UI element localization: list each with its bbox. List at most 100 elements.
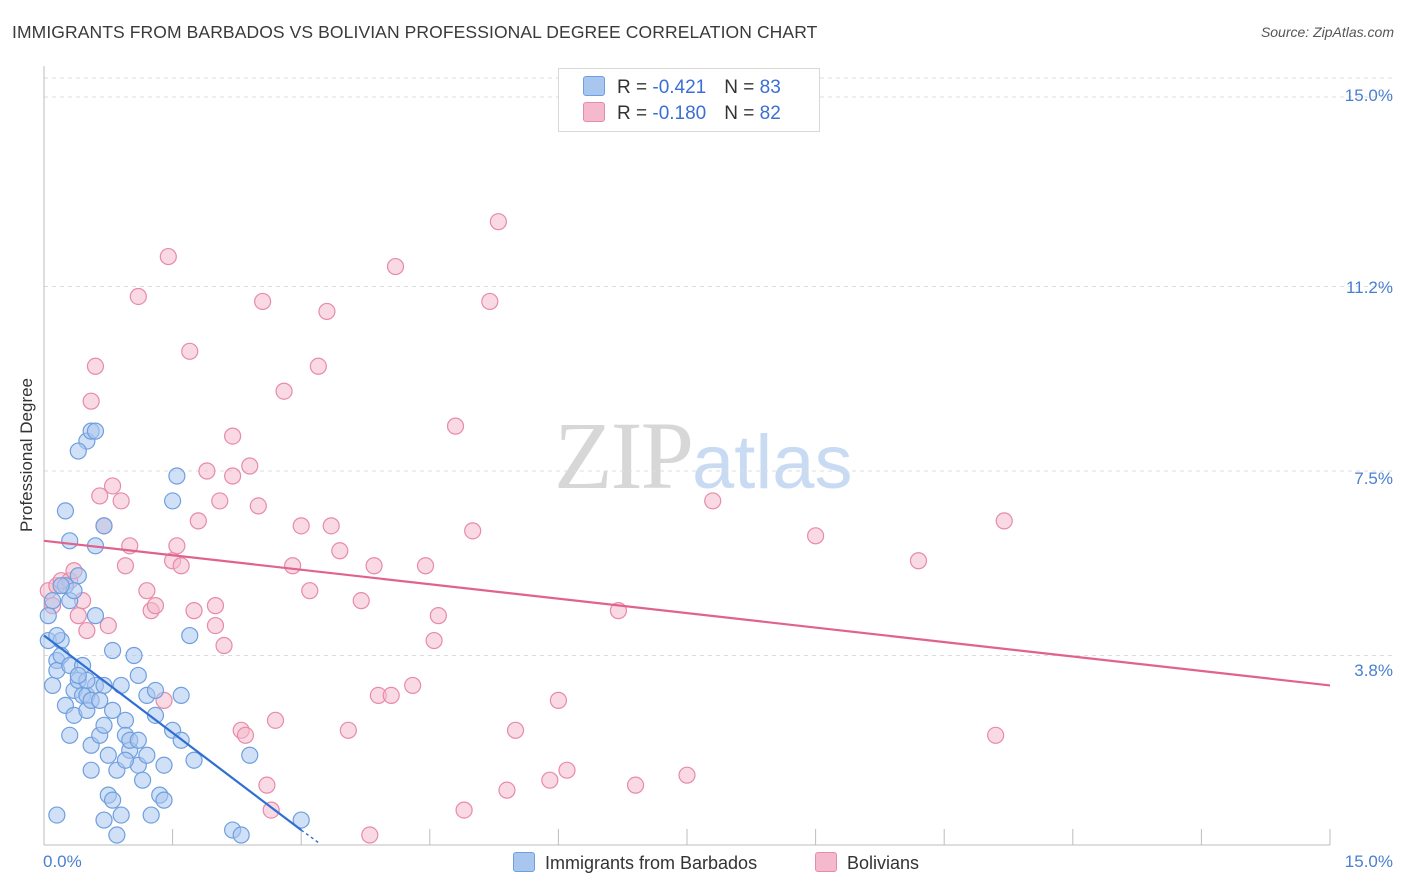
data-point-barbados [61, 726, 79, 744]
data-point-bolivians [806, 527, 825, 545]
y-tick-label: 15.0% [1344, 86, 1393, 105]
data-point-bolivians [909, 552, 928, 570]
data-point-barbados [82, 761, 100, 779]
data-point-bolivians [455, 801, 473, 819]
data-point-bolivians [284, 557, 302, 575]
legend-swatch-blue [583, 76, 605, 96]
data-point-bolivians [206, 616, 225, 635]
source-label: Source: ZipAtlas.com [1260, 24, 1394, 40]
data-point-bolivians [331, 542, 349, 560]
data-point-bolivians [489, 213, 507, 231]
legend-swatch-pink [815, 852, 837, 872]
data-point-bolivians [236, 726, 255, 744]
data-point-bolivians [361, 826, 379, 844]
data-point-barbados [99, 746, 117, 764]
data-point-bolivians [301, 582, 319, 600]
y-tick-label: 7.5% [1354, 469, 1393, 488]
legend-label: Bolivians [847, 853, 920, 873]
data-point-barbados [48, 626, 66, 645]
data-point-bolivians [112, 492, 130, 510]
data-point-bolivians [91, 487, 109, 505]
data-point-bolivians [262, 801, 280, 819]
data-point-bolivians [275, 382, 293, 400]
data-point-bolivians [541, 771, 559, 789]
data-point-barbados [103, 641, 122, 660]
data-point-bolivians [318, 302, 336, 321]
data-point-barbados [69, 442, 87, 460]
data-point-bolivians [558, 761, 576, 779]
data-point-bolivians [206, 597, 225, 615]
data-point-bolivians [678, 766, 696, 784]
data-point-barbados [232, 826, 250, 844]
data-point-bolivians [429, 607, 447, 625]
watermark: ZIPatlas [554, 400, 853, 511]
data-point-bolivians [498, 781, 516, 799]
watermark-atlas: atlas [692, 420, 853, 505]
data-point-bolivians [146, 597, 165, 615]
data-point-bolivians [266, 711, 285, 729]
data-point-barbados [69, 567, 87, 585]
data-point-barbados [129, 666, 147, 685]
data-point-bolivians [86, 357, 105, 375]
data-point-bolivians [292, 517, 310, 535]
legend-swatch-pink [583, 102, 605, 122]
trend-line-bolivians [43, 539, 1331, 687]
data-point-barbados [164, 492, 182, 510]
data-point-barbados [103, 701, 122, 719]
data-point-barbados [108, 826, 126, 844]
data-point-barbados [91, 691, 109, 709]
data-point-bolivians [309, 357, 327, 375]
data-point-bolivians [215, 636, 233, 655]
data-point-bolivians [995, 512, 1013, 530]
data-point-bolivians [168, 537, 186, 555]
data-point-barbados [52, 577, 70, 595]
data-point-bolivians [82, 392, 100, 410]
trend-line-extension [300, 829, 319, 844]
data-point-bolivians [322, 517, 340, 535]
data-point-bolivians [987, 726, 1005, 744]
data-point-bolivians [99, 616, 117, 635]
data-point-barbados [146, 706, 165, 724]
data-point-barbados [155, 756, 173, 774]
x-tick-label: 15.0% [1344, 852, 1393, 871]
data-point-bolivians [506, 721, 525, 739]
data-point-bolivians [549, 691, 568, 709]
data-point-bolivians [339, 721, 357, 739]
watermark-zip: ZIP [554, 402, 694, 509]
data-point-bolivians [224, 427, 242, 445]
data-point-bolivians [386, 257, 405, 276]
data-point-bolivians [172, 557, 190, 575]
data-point-bolivians [185, 602, 203, 620]
n-value: 83 [759, 77, 781, 98]
data-point-bolivians [78, 621, 96, 640]
data-point-barbados [69, 666, 87, 685]
data-point-barbados [146, 681, 165, 700]
data-point-bolivians [446, 417, 465, 435]
data-point-barbados [43, 592, 62, 610]
data-point-barbados [129, 731, 147, 749]
legend-item-bolivians: Bolivians [815, 852, 919, 874]
legend-label: Immigrants from Barbados [545, 853, 758, 873]
data-point-bolivians [241, 457, 259, 475]
legend-item-barbados: Immigrants from Barbados [513, 852, 757, 874]
r-label: R = [617, 77, 653, 98]
data-point-bolivians [481, 292, 499, 311]
data-point-bolivians [249, 497, 267, 515]
r-label: R = [617, 103, 653, 124]
legend-row-bolivians: R = -0.180 N = 82 [583, 102, 781, 126]
data-point-bolivians [382, 686, 400, 705]
correlation-legend: R = -0.421 N = 83 R = -0.180 N = 82 [558, 68, 820, 132]
data-point-barbados [86, 422, 105, 440]
data-point-barbados [103, 791, 122, 809]
data-point-bolivians [181, 342, 199, 360]
r-value: -0.421 [652, 77, 707, 98]
data-point-bolivians [626, 776, 645, 794]
data-point-barbados [142, 806, 160, 824]
data-point-bolivians [425, 631, 443, 650]
data-point-barbados [172, 686, 190, 705]
data-point-bolivians [365, 557, 383, 575]
n-label: N = [724, 77, 760, 98]
r-value: -0.180 [652, 103, 707, 124]
data-point-bolivians [254, 292, 272, 311]
